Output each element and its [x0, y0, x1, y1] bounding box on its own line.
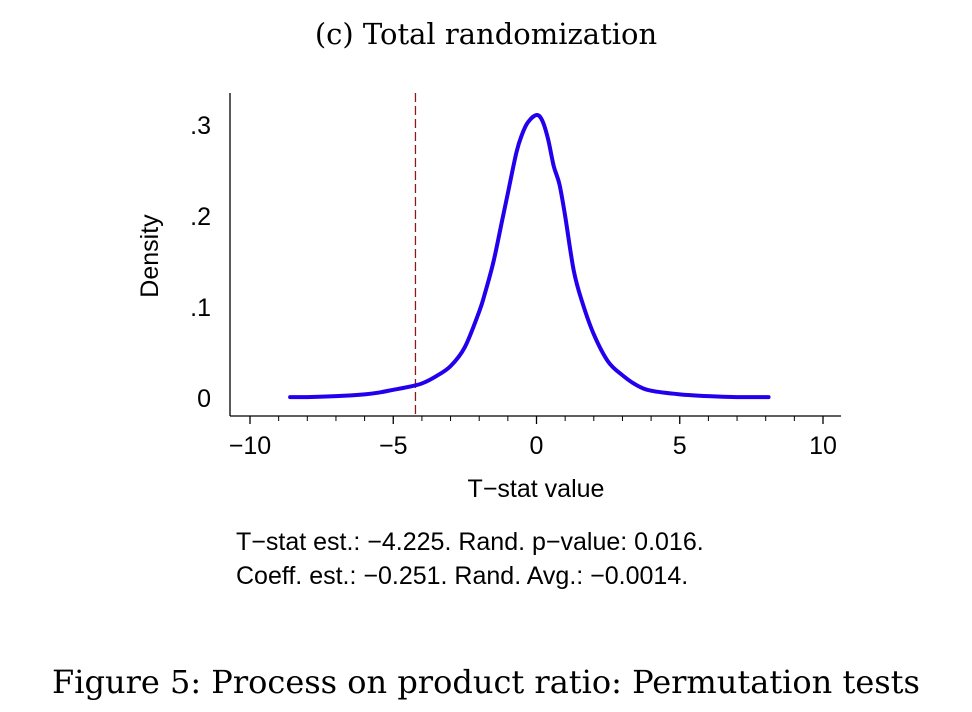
y-tick-label: .2 — [190, 203, 211, 231]
plot-area — [288, 93, 771, 416]
x-ticks: −10 −5 0 5 10 — [229, 416, 837, 460]
y-axis-label: Density — [136, 214, 164, 298]
x-tick-label: −10 — [229, 432, 271, 460]
y-ticks: 0 .1 .2 .3 — [190, 112, 211, 413]
x-tick-label: 5 — [673, 432, 687, 460]
annotation-coeff: Coeff. est.: −0.251. Rand. Avg.: −0.0014… — [236, 562, 689, 590]
y-tick-label: .1 — [190, 294, 211, 322]
density-curve — [288, 112, 771, 400]
x-tick-label: −5 — [379, 432, 408, 460]
chart-subtitle: (c) Total randomization — [314, 17, 658, 51]
x-axis-label: T−stat value — [468, 475, 605, 503]
figure-caption: Figure 5: Process on product ratio: Perm… — [52, 663, 920, 701]
x-tick-label: 10 — [809, 432, 837, 460]
y-tick-label: .3 — [190, 112, 211, 140]
y-tick-label: 0 — [197, 385, 211, 413]
axes-group — [229, 93, 841, 417]
x-tick-label: 0 — [530, 432, 544, 460]
annotation-tstat: T−stat est.: −4.225. Rand. p−value: 0.01… — [236, 528, 704, 556]
